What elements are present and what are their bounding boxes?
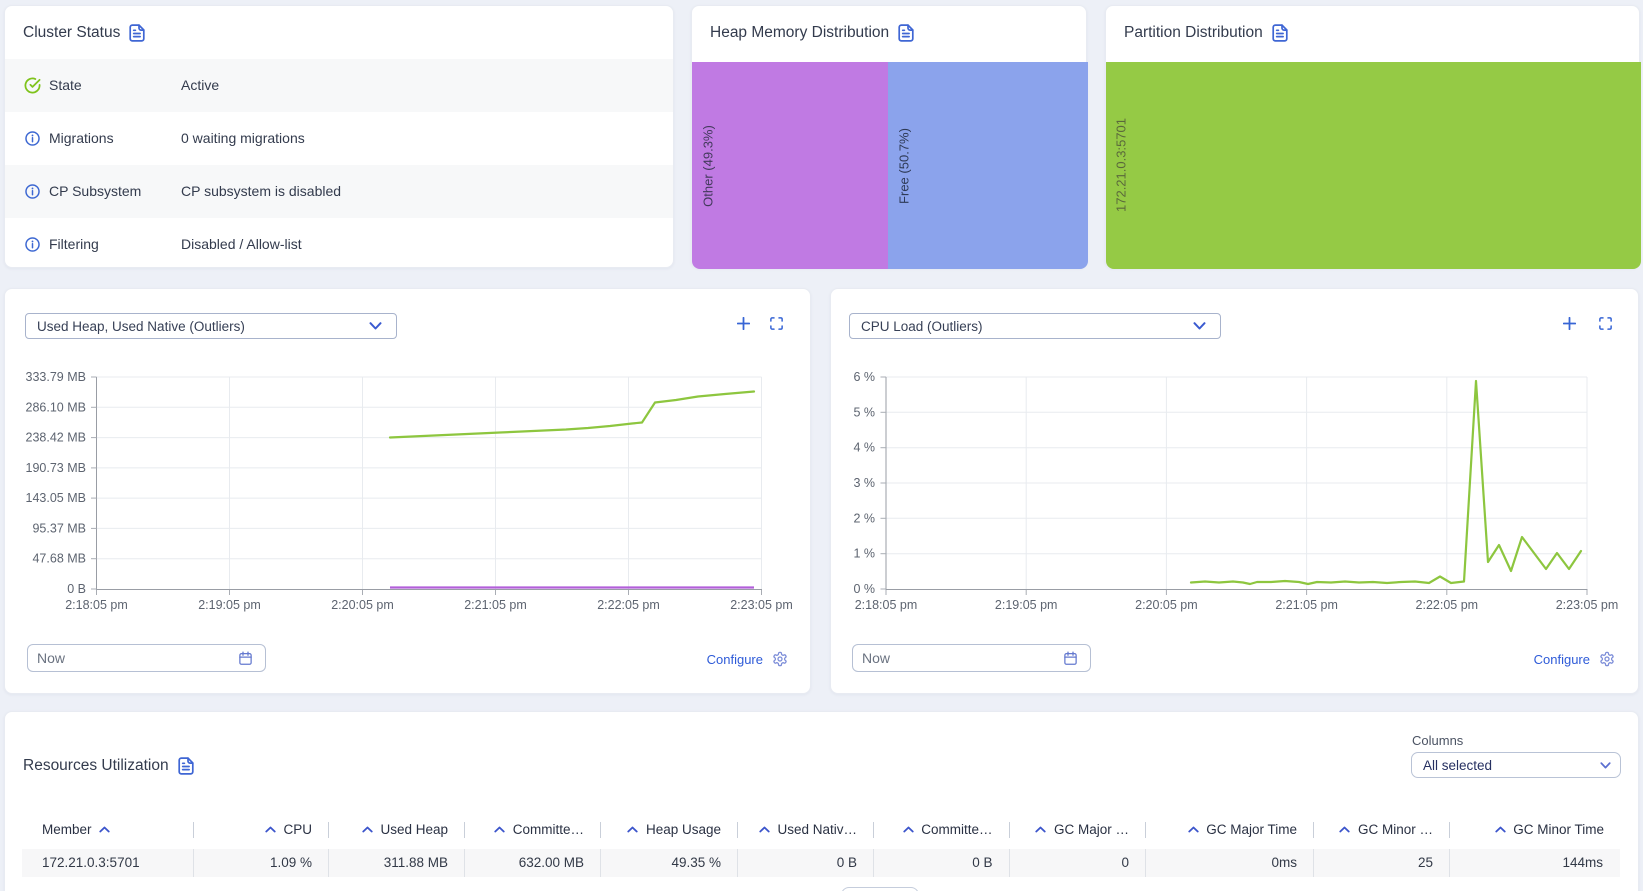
svg-text:2:22:05 pm: 2:22:05 pm: [597, 598, 660, 612]
svg-text:2:23:05 pm: 2:23:05 pm: [1556, 598, 1619, 612]
svg-text:2:19:05 pm: 2:19:05 pm: [995, 598, 1058, 612]
svg-text:47.68 MB: 47.68 MB: [32, 552, 86, 566]
svg-text:143.05 MB: 143.05 MB: [26, 491, 86, 505]
svg-text:0 B: 0 B: [67, 582, 86, 596]
svg-text:2:23:05 pm: 2:23:05 pm: [730, 598, 793, 612]
svg-text:2:19:05 pm: 2:19:05 pm: [198, 598, 261, 612]
svg-text:4 %: 4 %: [853, 441, 875, 455]
svg-text:2:22:05 pm: 2:22:05 pm: [1416, 598, 1479, 612]
svg-text:95.37 MB: 95.37 MB: [32, 521, 86, 535]
svg-text:3 %: 3 %: [853, 476, 875, 490]
svg-text:2:18:05 pm: 2:18:05 pm: [65, 598, 128, 612]
svg-text:0 %: 0 %: [853, 582, 875, 596]
svg-text:286.10 MB: 286.10 MB: [26, 400, 86, 414]
svg-text:2:21:05 pm: 2:21:05 pm: [464, 598, 527, 612]
svg-text:5 %: 5 %: [853, 405, 875, 419]
svg-text:2:21:05 pm: 2:21:05 pm: [1275, 598, 1338, 612]
svg-text:238.42 MB: 238.42 MB: [26, 431, 86, 445]
svg-text:2:20:05 pm: 2:20:05 pm: [331, 598, 394, 612]
svg-text:2:20:05 pm: 2:20:05 pm: [1135, 598, 1198, 612]
svg-text:2:18:05 pm: 2:18:05 pm: [855, 598, 918, 612]
svg-text:333.79 MB: 333.79 MB: [26, 370, 86, 384]
svg-text:190.73 MB: 190.73 MB: [26, 461, 86, 475]
svg-text:6 %: 6 %: [853, 370, 875, 384]
svg-text:1 %: 1 %: [853, 547, 875, 561]
svg-text:2 %: 2 %: [853, 511, 875, 525]
